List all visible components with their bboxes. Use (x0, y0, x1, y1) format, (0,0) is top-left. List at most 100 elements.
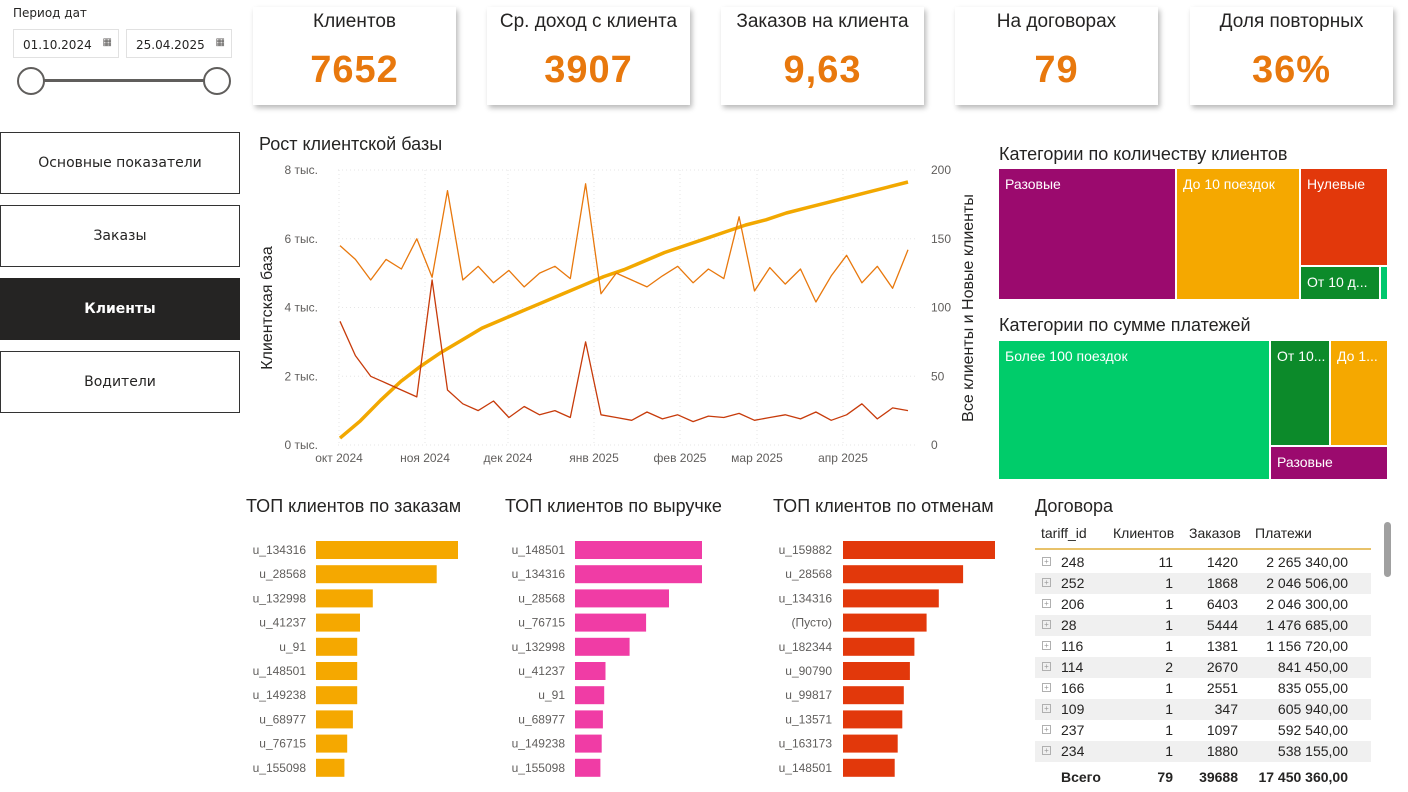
expand-icon[interactable]: + (1042, 725, 1051, 734)
slider-start-handle[interactable] (17, 67, 45, 95)
bar[interactable] (843, 541, 995, 559)
expand-icon[interactable]: + (1042, 746, 1051, 755)
end-date-input[interactable]: 25.04.2025 ▦ (126, 29, 232, 58)
expand-icon[interactable]: + (1042, 557, 1051, 566)
bar[interactable] (316, 541, 458, 559)
treemap-tile[interactable]: Разовые (1270, 446, 1388, 480)
table-cell: 1381 (1206, 638, 1238, 654)
treemap-tile[interactable] (1380, 266, 1388, 300)
bar[interactable] (316, 565, 437, 584)
kpi-label: Ср. доход с клиента (499, 11, 678, 32)
treemap-count: Разовые До 10 поездок Нулевые От 10 д... (998, 168, 1388, 300)
table-row[interactable]: +166 1 2551 835 055,00 (1035, 678, 1371, 699)
table-row[interactable]: +28 1 5444 1 476 685,00 (1035, 615, 1371, 636)
table-row[interactable]: +206 1 6403 2 046 300,00 (1035, 594, 1371, 615)
bar[interactable] (316, 589, 373, 608)
table-cell: 1097 (1206, 722, 1238, 738)
bar[interactable] (575, 734, 602, 753)
table-cell: 1 (1165, 617, 1173, 633)
column-header[interactable]: Заказов (1189, 525, 1241, 541)
top-cancel-title: ТОП клиентов по отменам (773, 496, 994, 516)
bar[interactable] (316, 613, 360, 632)
bar-category-label: u_41237 (518, 664, 565, 678)
expand-icon[interactable]: + (1042, 641, 1051, 650)
date-slicer-title: Период дат (13, 6, 87, 20)
treemap-tile[interactable]: До 1... (1330, 340, 1388, 446)
table-row[interactable]: +234 1 1880 538 155,00 (1035, 741, 1371, 762)
calendar-icon[interactable]: ▦ (215, 37, 225, 48)
bar[interactable] (843, 613, 927, 632)
table-row[interactable]: +237 1 1097 592 540,00 (1035, 720, 1371, 741)
treemap-tile[interactable]: До 10 поездок (1176, 168, 1300, 300)
expand-icon[interactable]: + (1042, 683, 1051, 692)
expand-icon[interactable]: + (1042, 620, 1051, 629)
bar-category-label: u_91 (538, 688, 565, 702)
calendar-icon[interactable]: ▦ (102, 37, 112, 48)
x-tick: дек 2024 (484, 451, 533, 465)
bar[interactable] (575, 758, 601, 777)
treemap-tile[interactable]: Нулевые (1300, 168, 1388, 266)
bar[interactable] (843, 710, 903, 729)
bar[interactable] (316, 758, 345, 777)
nav-button-0[interactable]: Основные показатели (0, 132, 240, 194)
expand-icon[interactable]: + (1042, 662, 1051, 671)
table-cell: 2 046 506,00 (1266, 575, 1348, 591)
bar[interactable] (316, 710, 353, 729)
bar[interactable] (843, 734, 898, 753)
expand-icon[interactable]: + (1042, 704, 1051, 713)
bar-category-label: u_132998 (253, 591, 307, 605)
table-row[interactable]: +116 1 1381 1 156 720,00 (1035, 636, 1371, 657)
bar[interactable] (843, 686, 904, 705)
bar[interactable] (575, 589, 669, 608)
table-row[interactable]: +114 2 2670 841 450,00 (1035, 657, 1371, 678)
table-row[interactable]: +109 1 347 605 940,00 (1035, 699, 1371, 720)
table-row[interactable]: +248 11 1420 2 265 340,00 (1035, 552, 1371, 573)
bar[interactable] (316, 637, 358, 656)
table-cell: 1880 (1206, 743, 1238, 759)
bar-category-label: u_76715 (518, 616, 565, 630)
nav-button-3[interactable]: Водители (0, 351, 240, 413)
bar[interactable] (843, 589, 939, 608)
slider-end-handle[interactable] (203, 67, 231, 95)
kpi-value: 3907 (544, 49, 633, 91)
column-header[interactable]: tariff_id (1041, 525, 1087, 541)
table-cell: 206 (1061, 596, 1085, 612)
table-cell: 11 (1158, 554, 1173, 570)
series-line-0 (338, 180, 909, 440)
expand-icon[interactable]: + (1042, 599, 1051, 608)
bar-category-label: u_148501 (779, 761, 833, 775)
bar[interactable] (575, 613, 647, 632)
column-header[interactable]: Клиентов (1113, 525, 1175, 541)
bar[interactable] (843, 565, 964, 584)
treemap-tile[interactable]: Разовые (998, 168, 1176, 300)
bar[interactable] (316, 662, 358, 680)
treemap-tile[interactable]: Более 100 поездок (998, 340, 1270, 480)
bar[interactable] (843, 758, 895, 777)
kpi-label: Доля повторных (1219, 11, 1364, 32)
expand-icon[interactable]: + (1042, 578, 1051, 587)
bar[interactable] (843, 637, 915, 656)
bar[interactable] (575, 662, 606, 680)
table-scrollbar[interactable] (1384, 522, 1391, 577)
treemap-tile[interactable]: От 10 д... (1300, 266, 1380, 300)
bar[interactable] (575, 710, 603, 729)
treemap-tile[interactable]: От 10... (1270, 340, 1330, 446)
table-total-row: Всего 79 39688 17 450 360,00 (1035, 762, 1371, 788)
start-date-input[interactable]: 01.10.2024 ▦ (13, 29, 119, 58)
column-header[interactable]: Платежи (1255, 525, 1312, 541)
bar[interactable] (575, 637, 630, 656)
treemap-sum-title: Категории по сумме платежей (999, 315, 1251, 335)
bar[interactable] (316, 686, 358, 705)
nav-button-2[interactable]: Клиенты (0, 278, 240, 340)
bar[interactable] (575, 565, 702, 584)
bar[interactable] (316, 734, 348, 753)
y-right-tick: 50 (931, 369, 945, 383)
table-cell: 1 (1165, 575, 1173, 591)
bar-category-label: u_149238 (512, 737, 566, 751)
nav-button-1[interactable]: Заказы (0, 205, 240, 267)
table-row[interactable]: +252 1 1868 2 046 506,00 (1035, 573, 1371, 594)
bar[interactable] (843, 662, 910, 680)
bar[interactable] (575, 686, 605, 705)
date-range-slider-track[interactable] (31, 79, 218, 82)
bar[interactable] (575, 541, 702, 559)
